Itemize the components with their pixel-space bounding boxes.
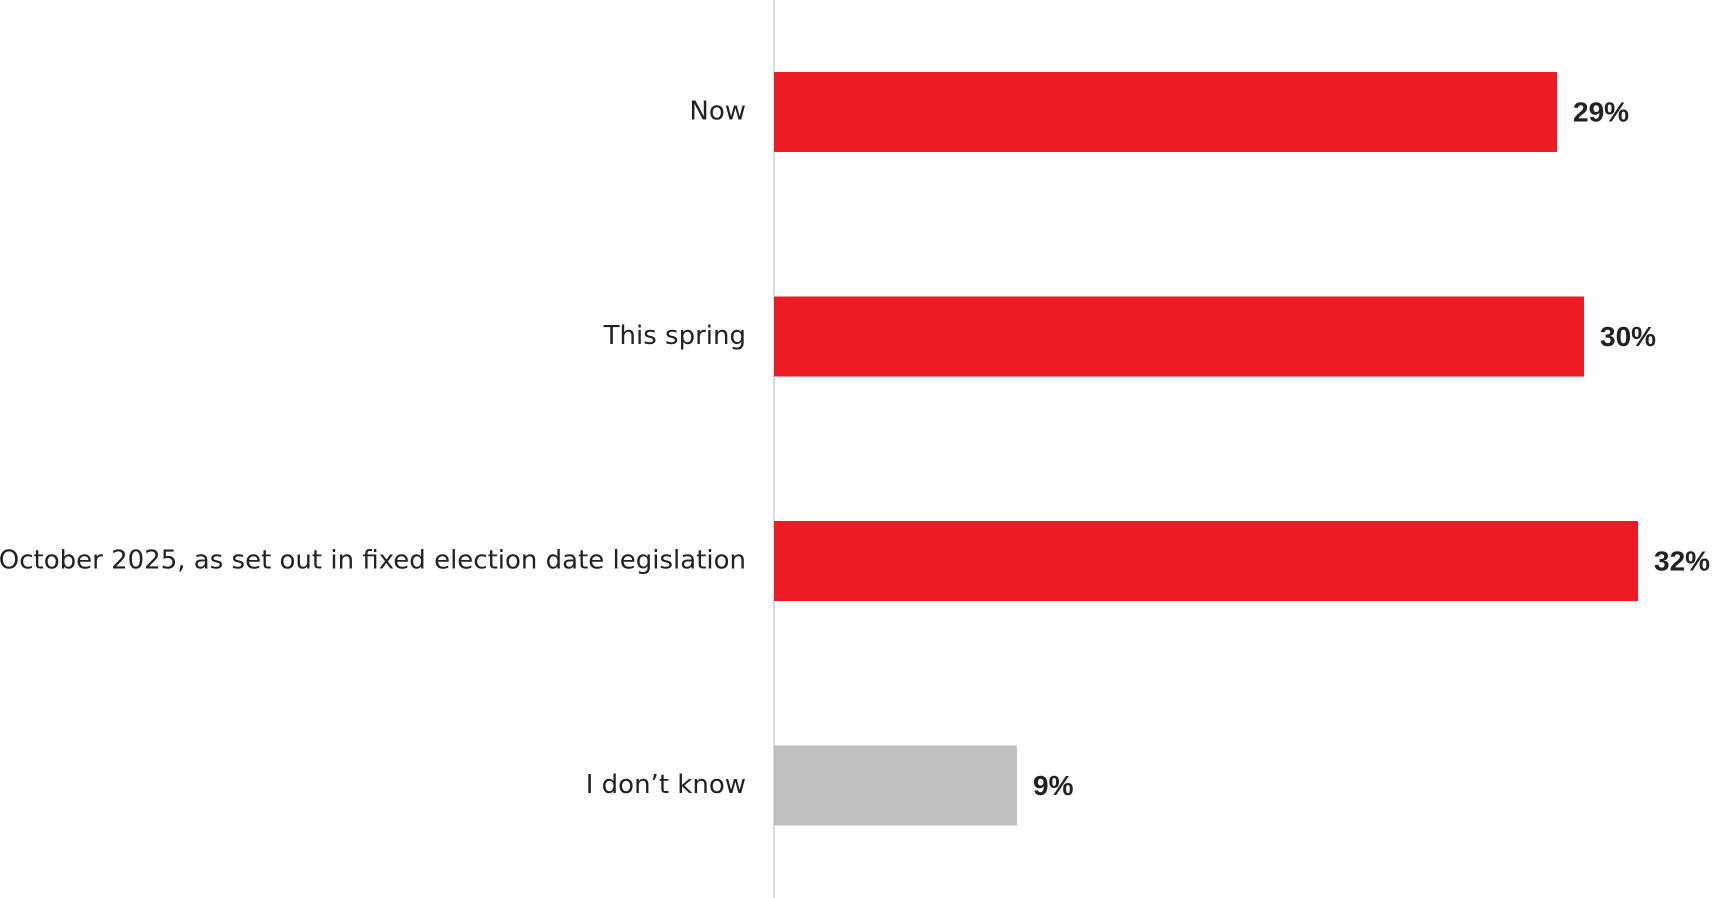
value-labels-group: 29% 30% 32% 9%	[1033, 96, 1710, 801]
bar-3	[774, 745, 1017, 826]
value-label-3: 9%	[1033, 770, 1074, 801]
value-label-0: 29%	[1573, 96, 1629, 127]
category-label-1: This spring	[603, 321, 746, 351]
bars-group	[774, 72, 1638, 826]
category-label-3: I don’t know	[586, 770, 746, 800]
category-labels-group: Now This spring In October 2025, as set ou…	[0, 97, 746, 801]
bar-1	[774, 296, 1584, 377]
bar-2	[774, 521, 1638, 601]
category-label-0: Now	[689, 97, 746, 127]
value-label-2: 32%	[1654, 545, 1710, 576]
value-label-1: 30%	[1600, 321, 1656, 352]
bar-0	[774, 72, 1557, 152]
category-label-2: In October 2025, as set out in fixed ele…	[0, 546, 746, 576]
